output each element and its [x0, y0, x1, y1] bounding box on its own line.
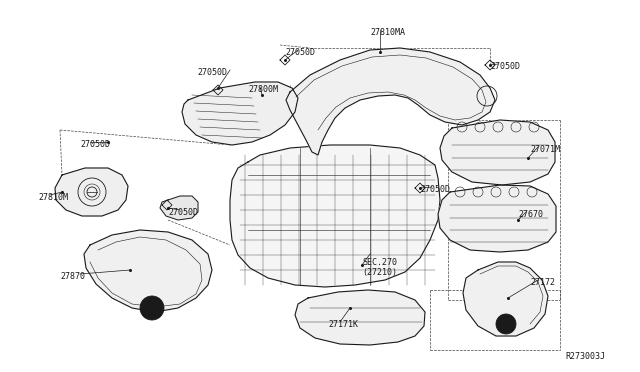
- Text: 27172: 27172: [530, 278, 555, 287]
- Text: 27050D: 27050D: [490, 62, 520, 71]
- Text: 27050D: 27050D: [197, 68, 227, 77]
- Text: 27870: 27870: [60, 272, 85, 281]
- Polygon shape: [182, 82, 298, 145]
- Polygon shape: [230, 145, 440, 287]
- Text: 27050D: 27050D: [80, 140, 110, 149]
- Polygon shape: [55, 168, 128, 216]
- Text: 27810MA: 27810MA: [370, 28, 405, 37]
- Circle shape: [140, 296, 164, 320]
- Text: 27171K: 27171K: [328, 320, 358, 329]
- Text: 27810M: 27810M: [38, 193, 68, 202]
- Polygon shape: [286, 48, 495, 155]
- Circle shape: [496, 314, 516, 334]
- Polygon shape: [463, 262, 548, 336]
- Polygon shape: [160, 196, 198, 220]
- Text: 27800M: 27800M: [248, 85, 278, 94]
- Text: R273003J: R273003J: [565, 352, 605, 361]
- Polygon shape: [440, 120, 555, 185]
- Polygon shape: [84, 230, 212, 312]
- Polygon shape: [438, 185, 556, 252]
- Text: 27050D: 27050D: [285, 48, 315, 57]
- Polygon shape: [295, 290, 425, 345]
- Text: SEC.270
(27210): SEC.270 (27210): [362, 258, 397, 278]
- Text: 27670: 27670: [518, 210, 543, 219]
- Text: 27050D: 27050D: [420, 185, 450, 194]
- Text: 27050D: 27050D: [168, 208, 198, 217]
- Text: 27071M: 27071M: [530, 145, 560, 154]
